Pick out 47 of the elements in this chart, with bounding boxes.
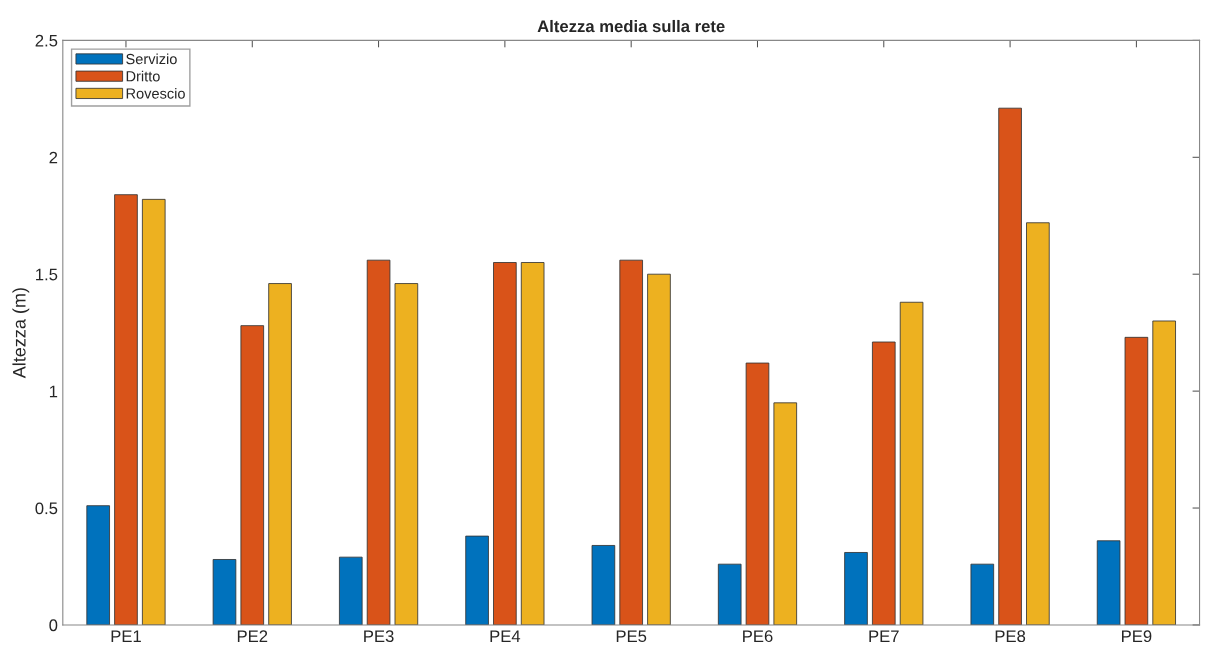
x-tick-label: PE7: [869, 630, 899, 642]
bar: [1096, 540, 1121, 625]
bar: [899, 301, 924, 625]
bar: [844, 552, 868, 625]
bar: [998, 107, 1022, 625]
bar: [745, 362, 770, 625]
legend-label: Servizio: [126, 53, 177, 65]
chart-title: Altezza media sulla rete: [537, 19, 725, 33]
y-tick-label: 1: [49, 385, 58, 398]
bar: [339, 556, 363, 625]
x-tick-label: PE5: [616, 630, 647, 643]
legend-label: Rovescio: [126, 87, 185, 99]
bar: [591, 545, 616, 625]
y-tick-label: 1.5: [36, 268, 58, 281]
x-tick-label: PE8: [995, 630, 1026, 643]
bar: [619, 259, 643, 625]
bar: [114, 194, 138, 625]
bar: [240, 325, 265, 625]
legend-label: Dritto: [126, 70, 160, 82]
x-tick-label: PE4: [490, 630, 521, 642]
bar: [1124, 336, 1149, 625]
bar: [647, 273, 671, 625]
bar: [366, 259, 391, 625]
bar: [141, 198, 166, 625]
bar: [394, 283, 419, 625]
bar: [493, 262, 517, 625]
bar: [1152, 320, 1176, 625]
bar: [970, 563, 995, 625]
x-tick-label: PE1: [111, 630, 141, 642]
bar: [773, 402, 798, 625]
bar: [872, 341, 896, 625]
x-tick-label: PE6: [743, 630, 773, 643]
bar: [1026, 222, 1050, 625]
bar: [717, 563, 742, 625]
bar: [520, 262, 545, 625]
y-tick-label: 2: [49, 151, 58, 164]
bar: [86, 505, 110, 625]
y-tick-label: 0: [49, 619, 58, 632]
y-axis-title: Altezza (m): [12, 288, 30, 379]
x-tick-label: PE3: [364, 630, 394, 643]
x-tick-label: PE2: [237, 630, 268, 642]
y-tick-label: 2.5: [35, 34, 58, 47]
bar: [268, 283, 292, 625]
x-tick-label: PE9: [1122, 630, 1152, 643]
bar: [465, 535, 489, 625]
bar: [212, 559, 237, 625]
y-tick-label: 0.5: [35, 502, 58, 515]
